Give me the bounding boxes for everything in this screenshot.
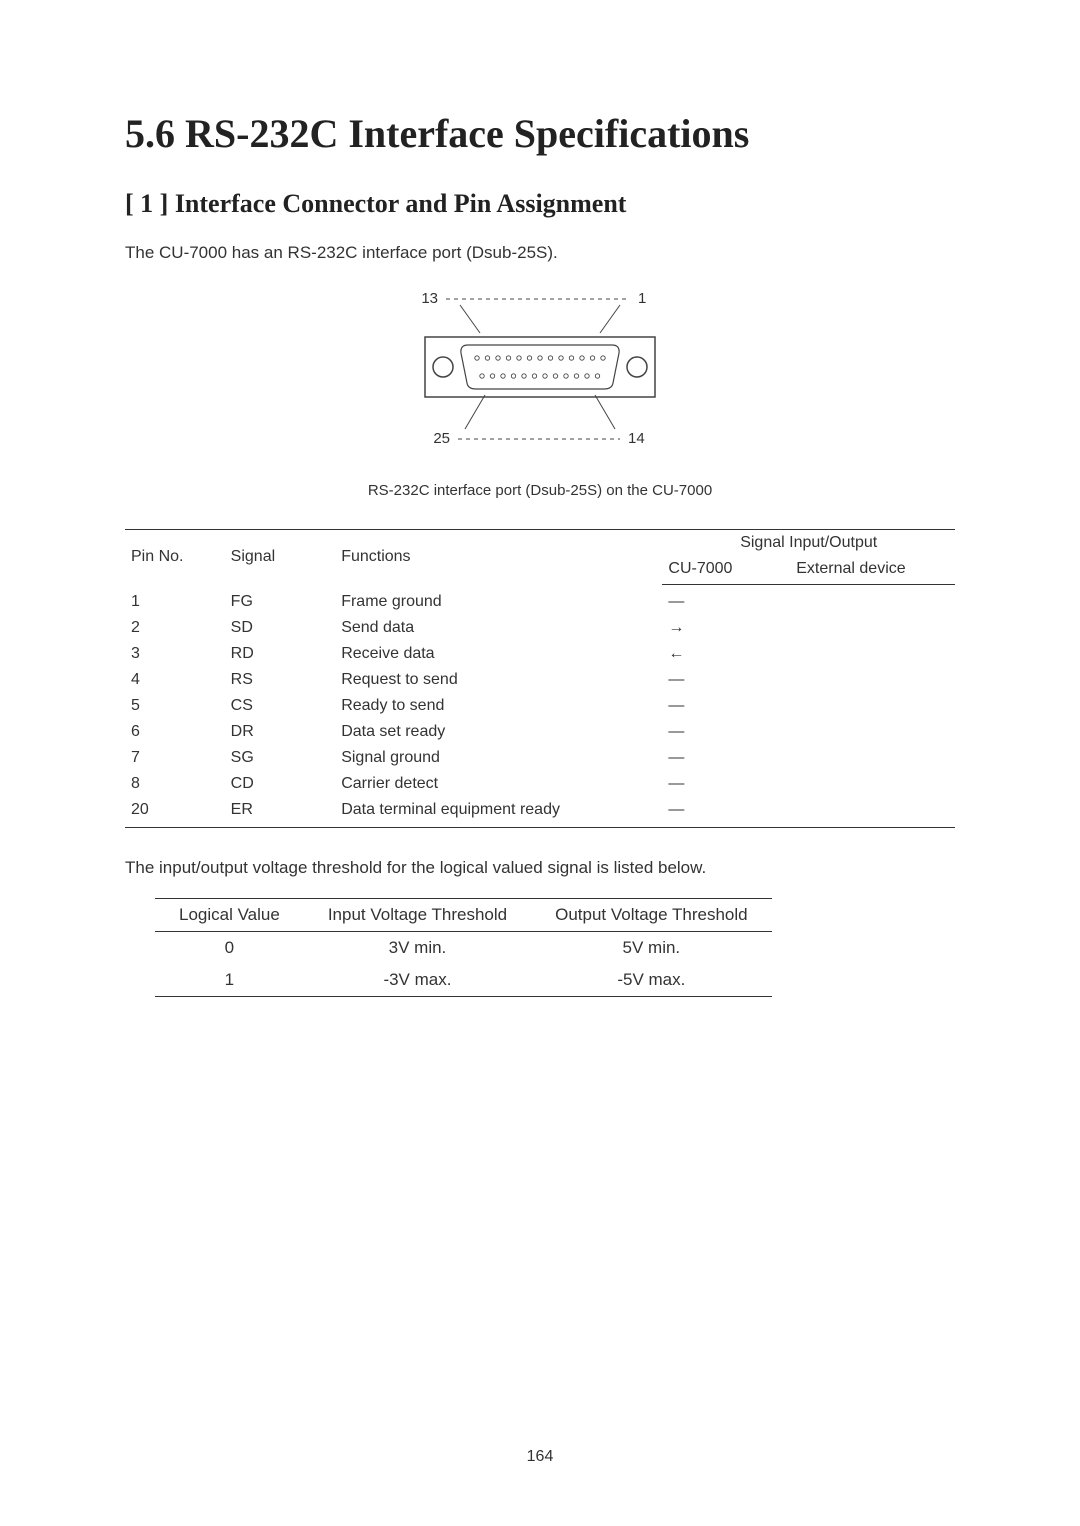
- pin-header-pinno: Pin No.: [125, 530, 225, 585]
- pin-cell-io: →: [662, 615, 955, 641]
- diagram-pins-top: [475, 356, 605, 360]
- pin-cell-signal: SG: [225, 745, 336, 771]
- subsection-title: [ 1 ] Interface Connector and Pin Assign…: [125, 189, 955, 219]
- pin-cell-func: Carrier detect: [335, 771, 662, 797]
- pin-cell-signal: RS: [225, 667, 336, 693]
- pin-cell-pinno: 6: [125, 719, 225, 745]
- pin-cell-signal: DR: [225, 719, 336, 745]
- voltage-header-input: Input Voltage Threshold: [304, 899, 531, 932]
- table-row: 20ERData terminal equipment ready—: [125, 797, 955, 828]
- voltage-header-logical: Logical Value: [155, 899, 304, 932]
- table-row: 1FGFrame ground—: [125, 585, 955, 616]
- pin-cell-io: —: [662, 693, 955, 719]
- voltage-header-output: Output Voltage Threshold: [531, 899, 772, 932]
- diagram-label-14: 14: [628, 430, 645, 447]
- diagram-label-25: 25: [433, 430, 450, 447]
- pin-cell-io: —: [662, 667, 955, 693]
- voltage-cell-input: -3V max.: [304, 964, 531, 997]
- pin-header-signal: Signal: [225, 530, 336, 585]
- page: 5.6 RS-232C Interface Specifications [ 1…: [0, 0, 1080, 1526]
- voltage-cell-output: 5V min.: [531, 932, 772, 965]
- pin-header-ext: External device: [790, 556, 955, 585]
- voltage-cell-logical: 1: [155, 964, 304, 997]
- pin-cell-io: —: [662, 719, 955, 745]
- page-number: 164: [0, 1448, 1080, 1466]
- table-row: 03V min.5V min.: [155, 932, 772, 965]
- intro-text: The CU-7000 has an RS-232C interface por…: [125, 243, 955, 263]
- table-row: 6DRData set ready—: [125, 719, 955, 745]
- pin-cell-io: ←: [662, 641, 955, 667]
- pin-cell-func: Data terminal equipment ready: [335, 797, 662, 828]
- pin-cell-pinno: 8: [125, 771, 225, 797]
- pin-cell-pinno: 3: [125, 641, 225, 667]
- pin-cell-signal: ER: [225, 797, 336, 828]
- pin-table: Pin No. Signal Functions Signal Input/Ou…: [125, 529, 955, 828]
- pin-cell-signal: RD: [225, 641, 336, 667]
- pin-cell-pinno: 1: [125, 585, 225, 616]
- diagram-mount-right: [627, 357, 647, 377]
- pin-cell-io: —: [662, 745, 955, 771]
- diagram-outer-rect: [425, 337, 655, 397]
- diagram-leader-tr: [600, 305, 620, 333]
- diagram-leader-bl: [465, 395, 485, 429]
- pin-cell-func: Receive data: [335, 641, 662, 667]
- pin-cell-func: Data set ready: [335, 719, 662, 745]
- connector-diagram: 13 1 25 14: [125, 287, 955, 462]
- diagram-caption: RS-232C interface port (Dsub-25S) on the…: [125, 482, 955, 499]
- pin-header-cu: CU-7000: [662, 556, 790, 585]
- pin-header-io: Signal Input/Output: [662, 530, 955, 557]
- table-row: 1-3V max.-5V max.: [155, 964, 772, 997]
- table-row: 3RDReceive data←: [125, 641, 955, 667]
- voltage-cell-input: 3V min.: [304, 932, 531, 965]
- pin-cell-pinno: 7: [125, 745, 225, 771]
- pin-cell-pinno: 4: [125, 667, 225, 693]
- table-row: 8CDCarrier detect—: [125, 771, 955, 797]
- voltage-intro: The input/output voltage threshold for t…: [125, 858, 955, 878]
- pin-cell-func: Send data: [335, 615, 662, 641]
- diagram-leader-tl: [460, 305, 480, 333]
- diagram-leader-br: [595, 395, 615, 429]
- pin-cell-signal: FG: [225, 585, 336, 616]
- table-row: 5CSReady to send—: [125, 693, 955, 719]
- pin-cell-signal: SD: [225, 615, 336, 641]
- section-title: 5.6 RS-232C Interface Specifications: [125, 110, 955, 157]
- pin-cell-func: Frame ground: [335, 585, 662, 616]
- table-row: 7SGSignal ground—: [125, 745, 955, 771]
- diagram-pins-bottom: [480, 374, 600, 378]
- table-row: 4RSRequest to send—: [125, 667, 955, 693]
- diagram-dsub-shell: [461, 345, 619, 389]
- pin-cell-io: —: [662, 585, 955, 616]
- pin-cell-io: —: [662, 771, 955, 797]
- pin-cell-func: Request to send: [335, 667, 662, 693]
- diagram-label-1: 1: [638, 290, 646, 307]
- voltage-cell-output: -5V max.: [531, 964, 772, 997]
- pin-cell-signal: CS: [225, 693, 336, 719]
- voltage-cell-logical: 0: [155, 932, 304, 965]
- pin-cell-func: Ready to send: [335, 693, 662, 719]
- diagram-label-13: 13: [421, 290, 438, 307]
- pin-cell-io: —: [662, 797, 955, 828]
- table-row: 2SDSend data→: [125, 615, 955, 641]
- voltage-table: Logical Value Input Voltage Threshold Ou…: [155, 898, 772, 997]
- pin-cell-pinno: 20: [125, 797, 225, 828]
- pin-cell-pinno: 2: [125, 615, 225, 641]
- pin-cell-signal: CD: [225, 771, 336, 797]
- pin-cell-pinno: 5: [125, 693, 225, 719]
- diagram-mount-left: [433, 357, 453, 377]
- pin-header-functions: Functions: [335, 530, 662, 585]
- pin-cell-func: Signal ground: [335, 745, 662, 771]
